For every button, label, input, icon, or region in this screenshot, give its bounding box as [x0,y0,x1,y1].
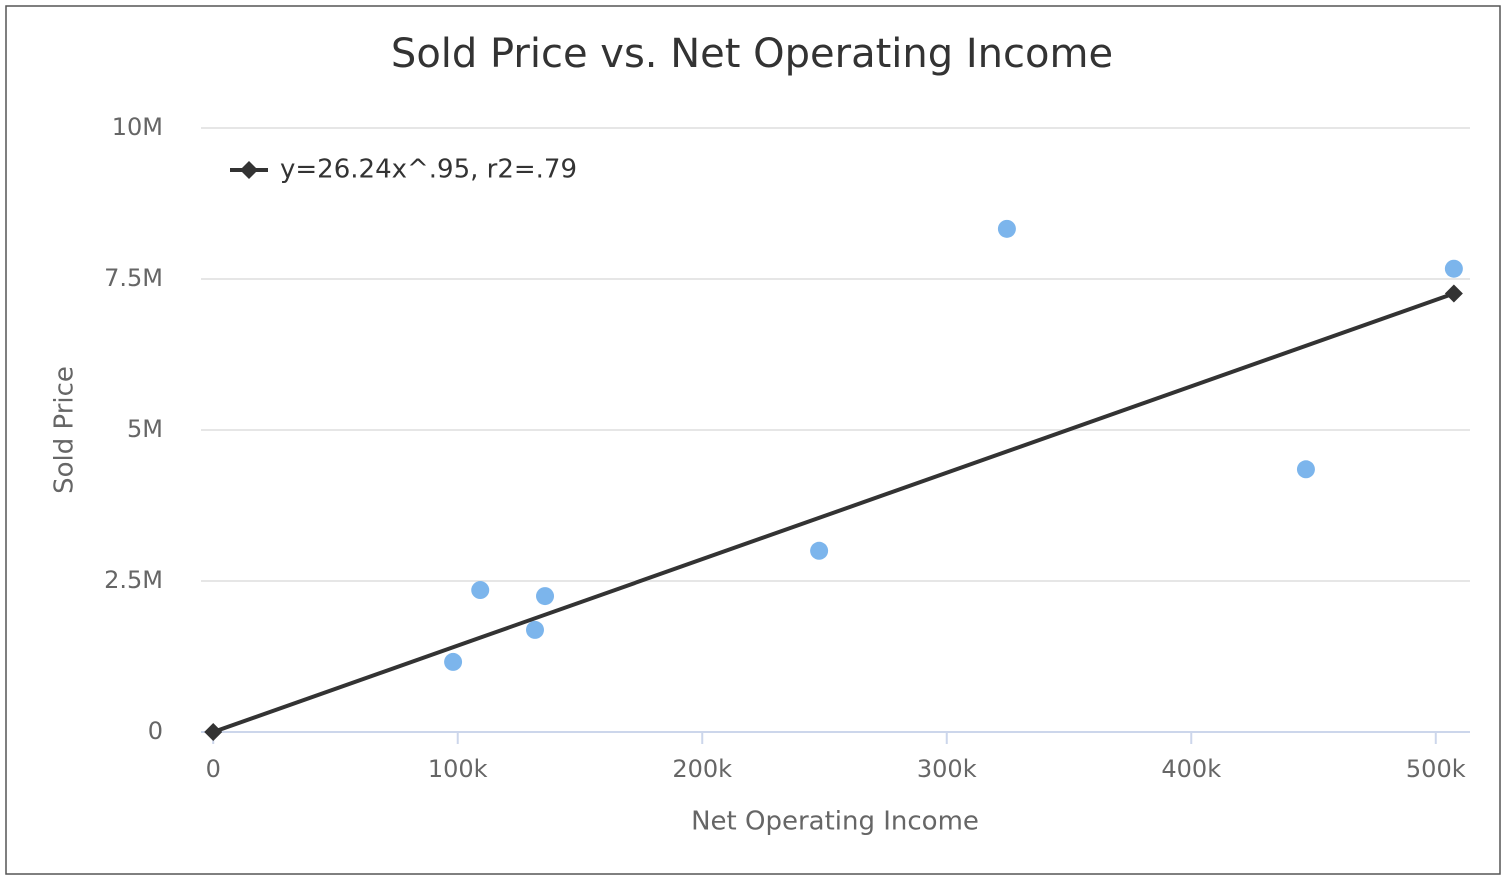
y-tick-label: 10M [112,113,163,141]
x-tick-label: 300k [917,755,977,783]
legend-marker [240,161,258,179]
trend-line [212,291,1455,734]
x-tick-label: 200k [672,755,732,783]
scatter-point [1444,259,1463,278]
chart-title: Sold Price vs. Net Operating Income [391,31,1113,77]
legend-label: y=26.24x^.95, r2=.79 [280,155,577,185]
x-tick-label: 400k [1161,755,1221,783]
scatter-point [525,620,544,639]
trend-marker [1444,284,1463,303]
y-axis-title: Sold Price [50,366,80,494]
scatter-point [810,541,829,560]
scatter-point [471,581,490,600]
scatter-point [444,652,463,671]
y-tick-label: 2.5M [104,566,163,594]
y-tick-label: 0 [148,717,163,745]
scatter-point [997,219,1016,238]
scatter-point [536,587,555,606]
chart-border [5,5,1501,875]
x-tick-label: 100k [428,755,488,783]
trend-marker [204,723,223,741]
x-tick-label: 0 [206,755,221,783]
y-tick-label: 7.5M [104,264,163,292]
y-tick-label: 5M [127,415,163,443]
x-tick-label: 500k [1406,755,1466,783]
scatter-point [1296,460,1315,479]
x-axis-title: Net Operating Income [691,807,979,837]
